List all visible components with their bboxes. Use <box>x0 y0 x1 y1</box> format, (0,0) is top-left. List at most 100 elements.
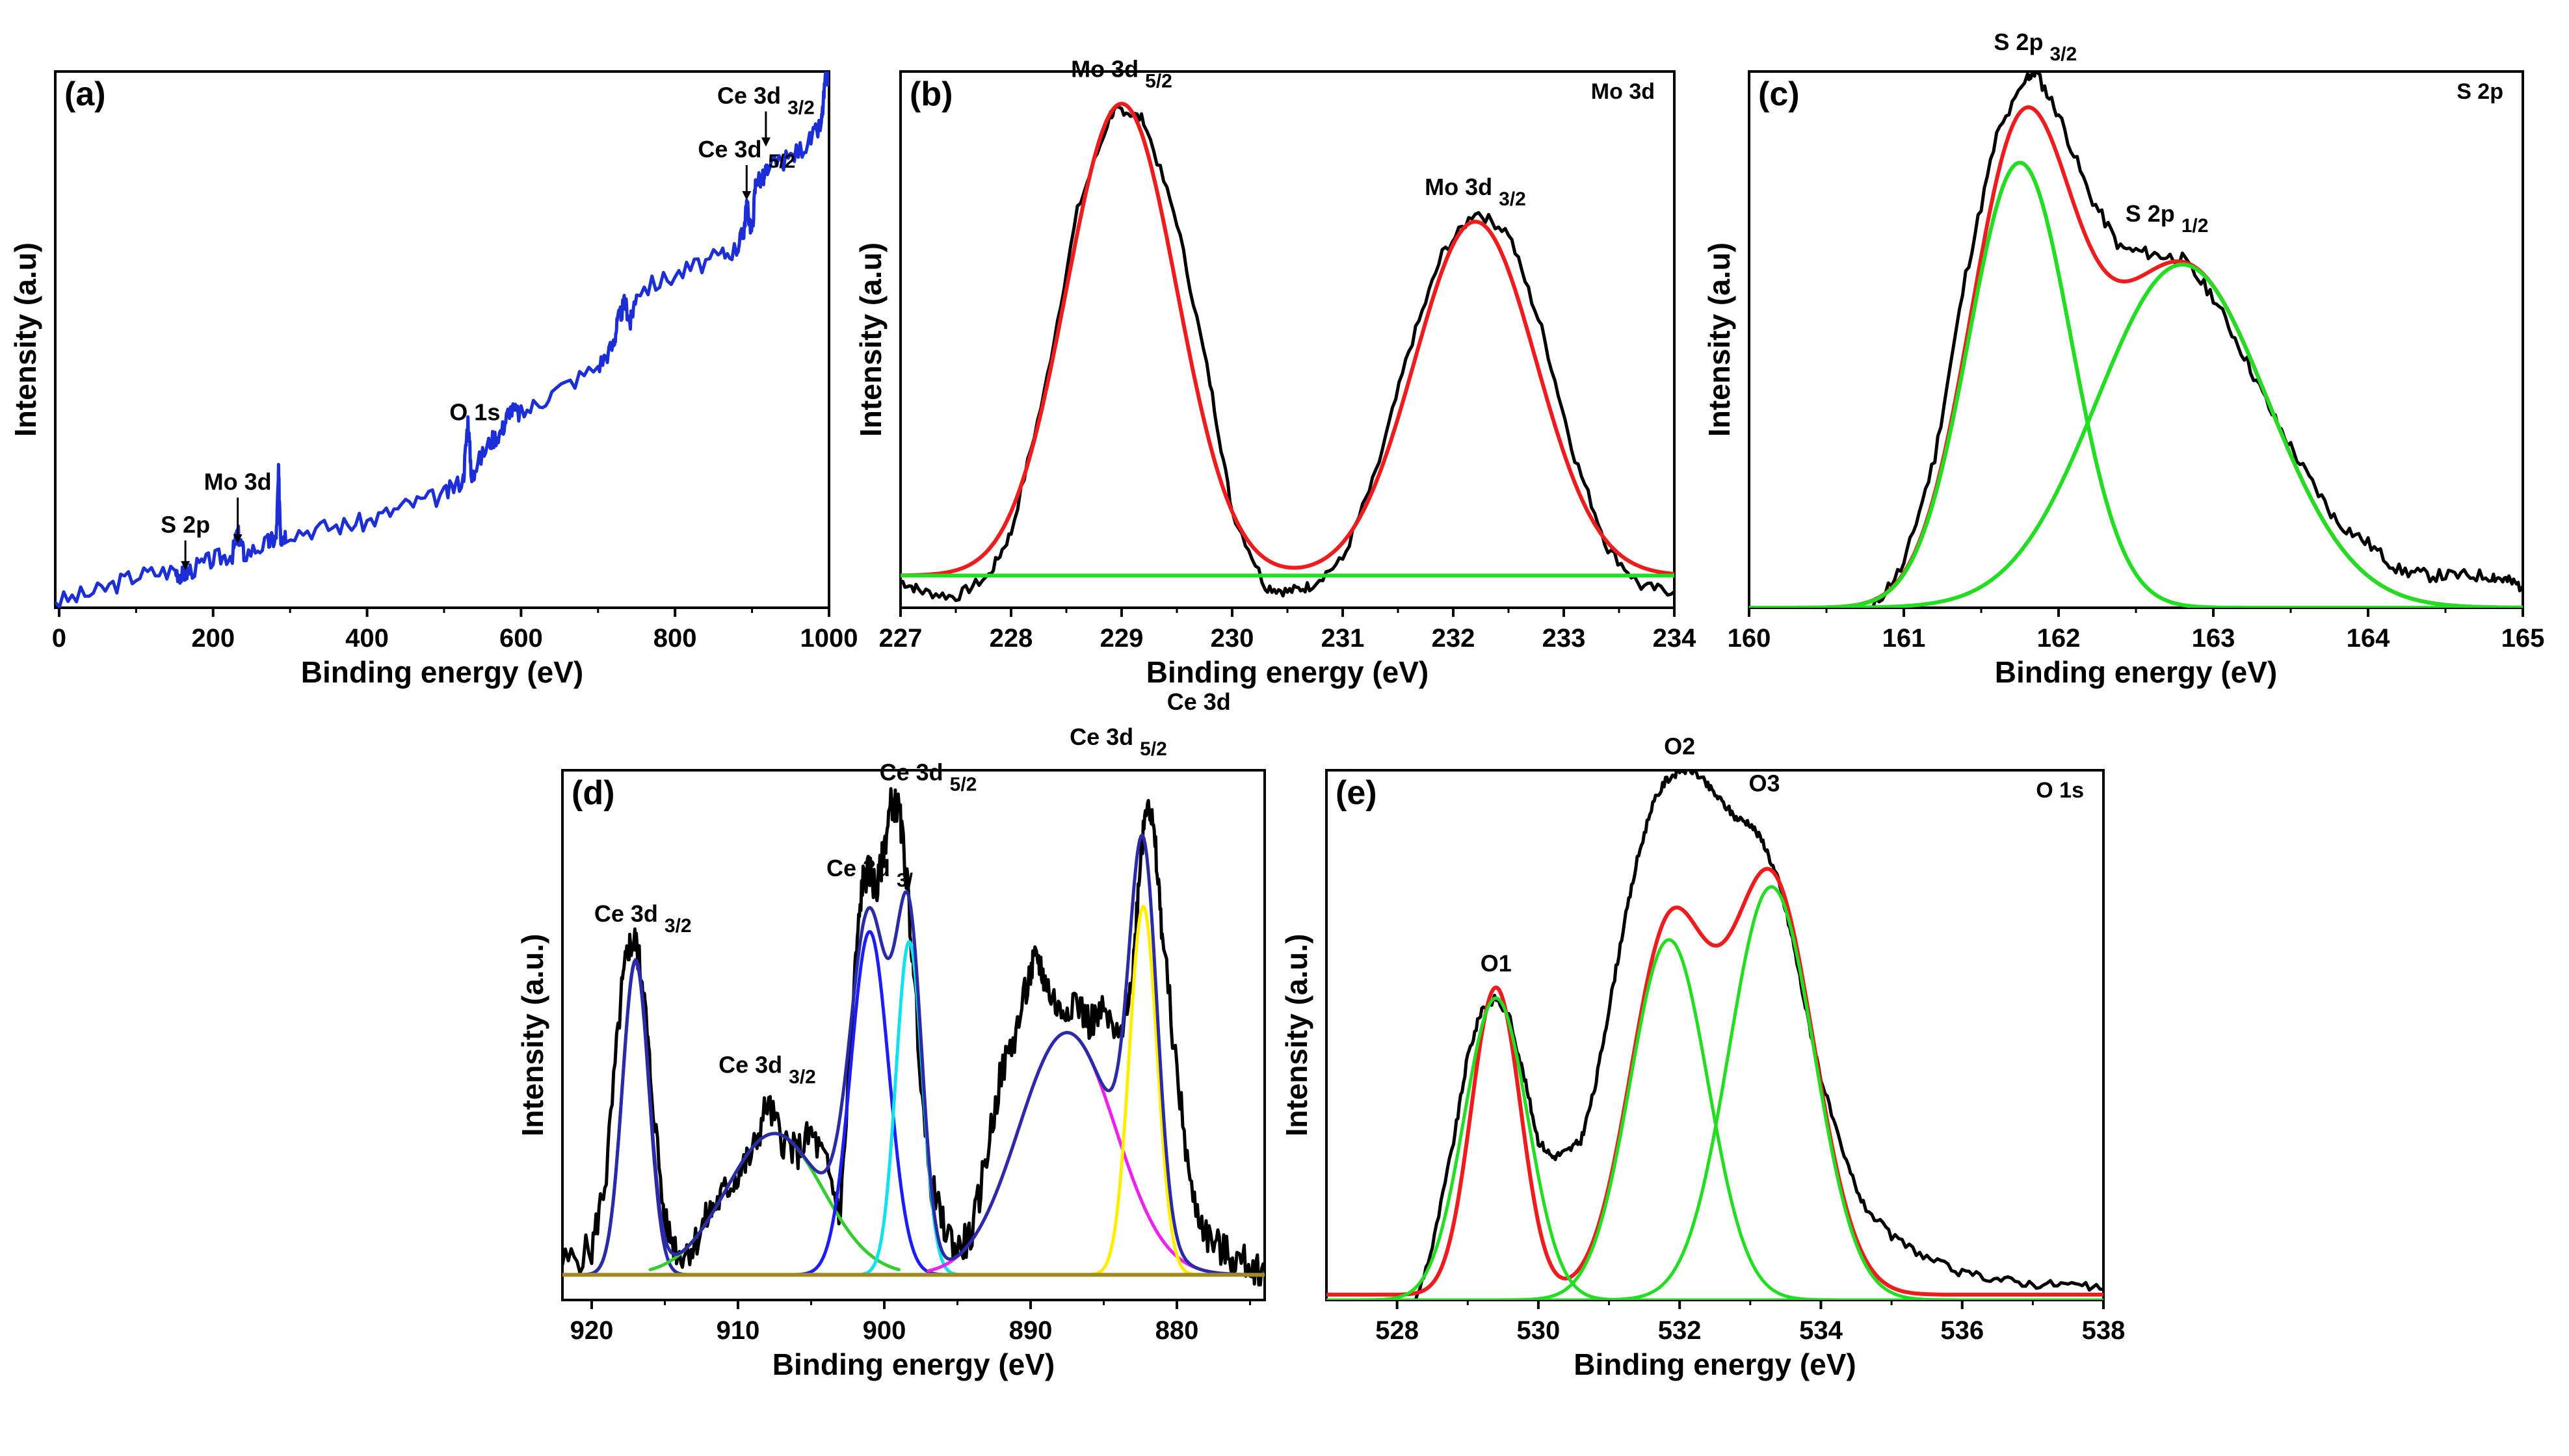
x-tick-label: 910 <box>717 1316 760 1345</box>
x-tick-label: 200 <box>191 624 235 653</box>
x-axis-title: Binding energy (eV) <box>1146 655 1429 689</box>
peak-annotation: Ce 3d 5/2 <box>1070 723 1167 760</box>
x-tick-label: 800 <box>653 624 697 653</box>
peak-annotation: O 1s <box>449 398 500 425</box>
x-axis-title: Binding energy (eV) <box>1574 1347 1856 1381</box>
panel-label: (a) <box>64 75 106 113</box>
annotation-arrowhead <box>761 137 771 147</box>
panel-a: 0 200 400 600 800 1000 Binding energy (eV) Inte… <box>8 70 858 689</box>
series-line-experimental <box>562 787 1265 1287</box>
x-tick-label: 228 <box>990 624 1033 653</box>
peak-annotation: S 2p 1/2 <box>2126 200 2209 237</box>
panel-label: (d) <box>572 774 614 812</box>
x-tick-label: 600 <box>499 624 543 653</box>
x-tick-label: 160 <box>1728 624 1771 653</box>
x-tick-label: 534 <box>1799 1316 1843 1345</box>
plot-frame <box>1748 70 2524 609</box>
series-line-o1 <box>1326 996 2103 1300</box>
peak-annotation: S 2p <box>161 512 210 538</box>
x-tick-label: 1000 <box>800 624 858 653</box>
x-tick-label: 400 <box>345 624 389 653</box>
series-line-o3 <box>1326 885 2103 1300</box>
peak-annotation: Mo 3d 5/2 <box>1071 55 1172 92</box>
panel-d: 920 910 900 890 880 Binding energy (eV) Intens… <box>516 688 1266 1381</box>
series-line-s-2p1-2-component <box>1749 263 2523 608</box>
panel-c: 160 161 162 163 164 165 Binding energy (eV) Int… <box>1702 29 2544 689</box>
peak-annotation: O3 <box>1749 770 1780 797</box>
x-tick-label: 163 <box>2192 624 2235 653</box>
plot-frame <box>54 70 830 609</box>
y-axis-title: Intensity (a.u.) <box>516 934 549 1137</box>
peak-annotation: Ce 3d 5/2 <box>698 136 795 172</box>
series-line-ce-3d5-2-882- <box>1087 905 1193 1277</box>
series-line-fitted <box>901 101 1674 578</box>
x-tick-label: 229 <box>1100 624 1144 653</box>
x-tick-label: 162 <box>2037 624 2081 653</box>
y-axis-title: Intensity (a.u.) <box>1280 934 1313 1137</box>
core-level-label: O 1s <box>2036 778 2084 803</box>
x-tick-label: 161 <box>1882 624 1926 653</box>
plot-area <box>562 787 1265 1287</box>
series-line-ce-3d5-2-898- <box>860 940 959 1277</box>
x-tick-label: 890 <box>1009 1316 1053 1345</box>
x-tick-label: 880 <box>1155 1316 1199 1345</box>
annotation-arrowhead <box>181 561 191 571</box>
peak-annotation: Mo 3d <box>204 469 272 495</box>
peak-annotation: S 2p 3/2 <box>1994 29 2077 65</box>
series-line-ce-3d3-2-901- <box>795 930 945 1277</box>
series-line-envelope <box>562 833 1265 1277</box>
x-tick-label: 233 <box>1542 624 1586 653</box>
panel-e: 528 530 532 534 536 538 Binding energy (eV) Int… <box>1280 733 2125 1381</box>
panel-label: (b) <box>910 75 953 113</box>
x-tick-label: 164 <box>2347 624 2390 653</box>
x-tick-label: 532 <box>1658 1316 1702 1345</box>
y-axis-title: Intensity (a.u) <box>1702 242 1736 437</box>
x-tick-label: 230 <box>1211 624 1254 653</box>
peak-annotation: Ce 3d <box>1167 688 1231 715</box>
x-tick-label: 232 <box>1432 624 1475 653</box>
plot-frame <box>899 70 1676 609</box>
series-line-fitted <box>1326 866 2103 1297</box>
peak-annotation: Mo 3d 3/2 <box>1425 174 1526 210</box>
x-tick-label: 234 <box>1653 624 1696 653</box>
y-axis-title: Intensity (a.u) <box>854 242 888 437</box>
x-axis-title: Binding energy (eV) <box>1995 655 2277 689</box>
plot-area <box>1749 72 2523 608</box>
x-axis-title: Binding energy (eV) <box>301 655 583 689</box>
plot-area <box>1326 770 2103 1300</box>
series-line-experimental <box>1871 72 2523 608</box>
panel-label: (e) <box>1336 774 1377 812</box>
series-line-s-2p3-2-component <box>1749 161 2523 608</box>
series-line-experimental <box>901 105 1674 603</box>
annotation-arrowhead <box>233 534 243 543</box>
core-level-label: Mo 3d <box>1591 79 1655 104</box>
panel-b: 227 228 229 230 231 232 233 234 Binding energy (… <box>854 55 1696 689</box>
peak-annotation: Ce 3d 5/2 <box>880 759 977 796</box>
x-tick-label: 538 <box>2082 1316 2126 1345</box>
x-tick-label: 227 <box>879 624 923 653</box>
x-tick-label: 165 <box>2501 624 2545 653</box>
plot-area <box>901 101 1674 603</box>
x-tick-label: 231 <box>1321 624 1365 653</box>
x-tick-label: 528 <box>1375 1316 1419 1345</box>
series-line-fitted <box>1749 105 2523 608</box>
x-tick-label: 900 <box>863 1316 906 1345</box>
peak-annotation: Ce 3d 3/ <box>826 855 914 891</box>
peak-annotation: Ce 3d 3/2 <box>717 83 815 119</box>
y-axis-title: Intensity (a.u) <box>8 242 42 437</box>
x-tick-label: 0 <box>52 624 66 653</box>
x-tick-label: 530 <box>1517 1316 1561 1345</box>
peak-annotation: O2 <box>1664 733 1695 760</box>
x-axis-title: Binding energy (eV) <box>772 1347 1055 1381</box>
x-tick-label: 536 <box>1940 1316 1984 1345</box>
core-level-label: S 2p <box>2457 79 2503 104</box>
series-line-ce-3d3-2-907- <box>648 1132 901 1271</box>
peak-annotation: Ce 3d 3/2 <box>718 1052 816 1088</box>
peak-annotation: O1 <box>1481 950 1512 977</box>
x-tick-label: 920 <box>570 1316 614 1345</box>
panel-label: (c) <box>1758 75 1800 113</box>
annotation-arrowhead <box>742 191 752 200</box>
series-line-o2 <box>1326 938 2103 1300</box>
peak-annotation: Ce 3d 3/2 <box>594 900 692 937</box>
